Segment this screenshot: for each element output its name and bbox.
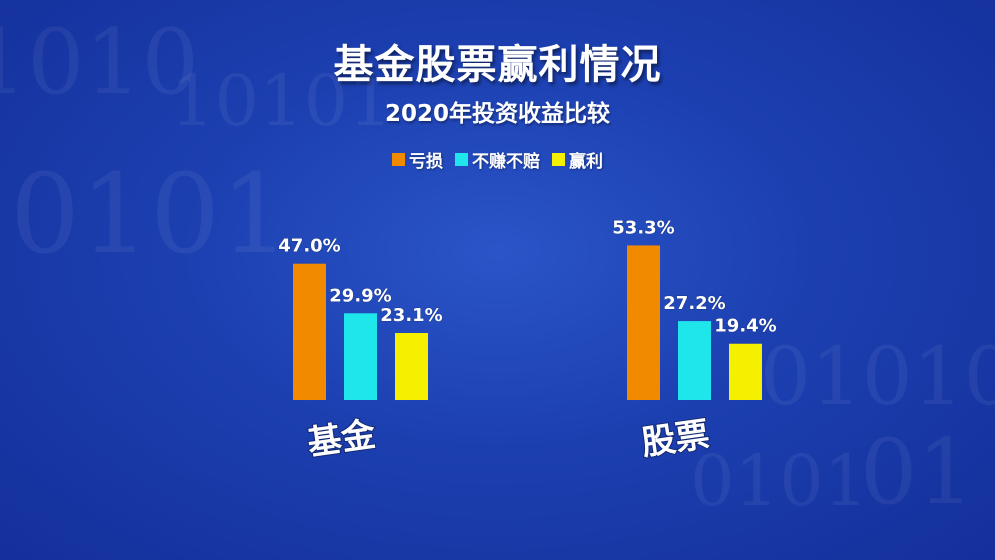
data-label-profit-1: 19.4% xyxy=(714,316,776,337)
chart-subtitle: 2020年投资收益比较 xyxy=(384,101,610,127)
data-label-breakeven-0: 29.9% xyxy=(329,285,391,306)
category-label-0: 基金 xyxy=(305,414,379,463)
legend-label-profit: 赢利 xyxy=(569,152,603,172)
category-label-1: 股票 xyxy=(639,415,712,464)
legend-swatch-loss xyxy=(392,153,405,166)
bar-breakeven-1 xyxy=(678,321,711,400)
data-label-breakeven-1: 27.2% xyxy=(663,293,725,314)
data-label-profit-0: 23.1% xyxy=(380,305,442,326)
bar-profit-0 xyxy=(395,333,428,400)
legend-item-loss: 亏损 xyxy=(392,147,443,172)
legend-label-breakeven: 不赚不赔 xyxy=(472,152,540,172)
legend: 亏损 不赚不赔 赢利 xyxy=(0,147,995,172)
legend-item-profit: 赢利 xyxy=(552,147,603,172)
data-label-loss-0: 47.0% xyxy=(278,236,340,257)
bar-loss-0 xyxy=(293,263,326,400)
bar-breakeven-0 xyxy=(344,313,377,400)
bar-profit-1 xyxy=(729,343,762,400)
legend-swatch-breakeven xyxy=(455,153,468,166)
data-label-loss-1: 53.3% xyxy=(612,217,674,238)
legend-item-breakeven: 不赚不赔 xyxy=(455,147,540,172)
bar-loss-1 xyxy=(627,245,660,400)
legend-label-loss: 亏损 xyxy=(409,152,443,172)
legend-swatch-profit xyxy=(552,153,565,166)
chart-title: 基金股票赢利情况 xyxy=(333,42,662,88)
